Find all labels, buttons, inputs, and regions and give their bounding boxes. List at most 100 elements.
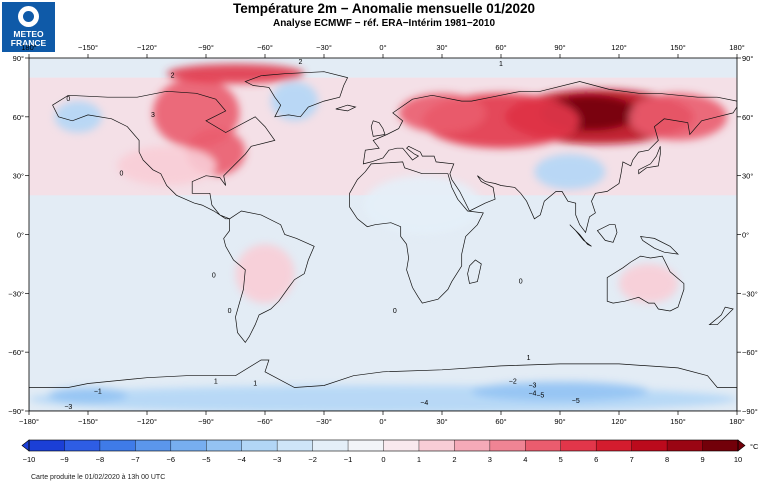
legend-tick-label: 8	[665, 455, 669, 464]
lat-label-left: 60°	[13, 113, 24, 122]
lat-label-left: 0°	[17, 231, 24, 240]
lon-label-top: −90°	[198, 43, 214, 52]
lon-label-top: 0°	[379, 43, 386, 52]
lon-label-bottom: 90°	[554, 417, 565, 426]
anomaly-patch	[471, 381, 649, 402]
legend-tick-label: −4	[237, 455, 246, 464]
lat-label-left: −90°	[8, 407, 24, 416]
legend-unit: °C	[750, 442, 759, 451]
legend-tick-label: −2	[308, 455, 317, 464]
lat-label-left: −60°	[8, 348, 24, 357]
legend-swatch	[489, 440, 526, 451]
lon-label-bottom: 150°	[670, 417, 686, 426]
anomaly-patch	[363, 175, 482, 235]
contour-label: 0	[212, 273, 216, 280]
contour-label: 1	[499, 61, 503, 68]
lon-label-bottom: 0°	[379, 417, 386, 426]
coastline-iceland	[335, 104, 357, 112]
lon-label-top: −30°	[316, 43, 332, 52]
legend-tick-label: −3	[273, 455, 282, 464]
lat-label-right: 0°	[742, 231, 749, 240]
meteo-france-logo: METEO FRANCE	[2, 2, 55, 52]
lon-label-bottom: −180°	[19, 417, 39, 426]
anomaly-patch	[54, 101, 102, 133]
legend-tick-label: 2	[452, 455, 456, 464]
legend-swatch	[454, 440, 491, 451]
legend-swatch	[596, 440, 633, 451]
lat-label-right: −60°	[742, 348, 758, 357]
contour-label: −5	[572, 398, 580, 405]
lon-label-bottom: 60°	[495, 417, 506, 426]
legend-tick-label: −10	[23, 455, 36, 464]
lon-label-top: 30°	[436, 43, 447, 52]
legend-tick-label: 9	[700, 455, 704, 464]
legend-swatch	[277, 440, 313, 451]
anomaly-patch	[48, 387, 128, 404]
legend-tick-label: −6	[167, 455, 176, 464]
legend-swatch	[99, 440, 136, 451]
coastline-japan	[638, 146, 661, 175]
contour-label: −5	[536, 392, 544, 399]
color-legend: −10 −9 −8 −7 −6 −5 −4 −3 −2 −1 0 1 2 3 4 5 6 7 8 9 10°C	[21, 439, 759, 464]
legend-swatch	[64, 440, 101, 451]
anomaly-patch	[117, 146, 216, 186]
lat-label-right: 90°	[742, 54, 753, 63]
lon-label-bottom: −60°	[257, 417, 273, 426]
anomaly-field	[29, 63, 737, 411]
anomaly-patch	[619, 263, 678, 304]
legend-tick-label: 10	[734, 455, 742, 464]
legend-swatch	[631, 440, 668, 451]
legend-tick-label: −8	[96, 455, 105, 464]
coastlines	[29, 71, 737, 411]
contour-label: 0	[66, 96, 70, 103]
contour-label: 1	[253, 381, 257, 388]
lat-label-right: 30°	[742, 172, 753, 181]
legend-swatch	[29, 440, 65, 451]
production-credit: Carte produite le 01/02/2020 à 13h 00 UT…	[31, 474, 166, 481]
contour-label: 3	[151, 112, 155, 119]
lon-label-top: −150°	[78, 43, 98, 52]
lon-label-top: 180°	[729, 43, 745, 52]
lon-label-bottom: 180°	[729, 417, 745, 426]
legend-swatch	[525, 440, 562, 451]
anomaly-patch	[628, 93, 728, 141]
contour-label: −3	[528, 382, 536, 389]
legend-swatch	[241, 440, 278, 451]
legend-swatch	[206, 440, 243, 451]
lon-label-top: 120°	[611, 43, 627, 52]
anomaly-patch	[235, 244, 295, 304]
lon-label-bottom: 120°	[611, 417, 627, 426]
contour-label: −4	[528, 390, 536, 397]
legend-tick-label: −9	[60, 455, 69, 464]
legend-tick-label: 5	[559, 455, 563, 464]
coastline-south-america	[223, 210, 315, 343]
lat-label-left: 90°	[13, 54, 24, 63]
coastline-newzealand	[708, 306, 734, 326]
coastline-borneo	[596, 224, 618, 243]
coastline-africa	[349, 161, 484, 304]
lon-label-top: −120°	[137, 43, 157, 52]
legend-tick-label: 3	[488, 455, 492, 464]
logo-emblem-icon	[18, 6, 39, 27]
legend-swatch	[418, 440, 455, 451]
coastline-antarctica	[29, 359, 737, 411]
legend-tick-label: 1	[417, 455, 421, 464]
contour-label: 0	[119, 171, 123, 178]
logo-line-2: FRANCE	[10, 38, 47, 48]
contour-label: −2	[509, 379, 517, 386]
legend-swatch	[170, 440, 207, 451]
lat-label-right: −90°	[742, 407, 758, 416]
lon-label-top: −60°	[257, 43, 273, 52]
legend-swatch	[560, 440, 597, 451]
legend-swatch	[702, 440, 739, 451]
lat-label-left: −30°	[8, 289, 24, 298]
legend-swatch	[667, 440, 703, 451]
map-subtitle: Analyse ECMWF − réf. ERA−Intérim 1981−20…	[272, 18, 496, 29]
lon-label-top: 60°	[495, 43, 506, 52]
lat-label-right: −30°	[742, 289, 758, 298]
map-title: Température 2m − Anomalie mensuelle 01/2…	[232, 1, 536, 16]
lon-label-bottom: 30°	[436, 417, 447, 426]
